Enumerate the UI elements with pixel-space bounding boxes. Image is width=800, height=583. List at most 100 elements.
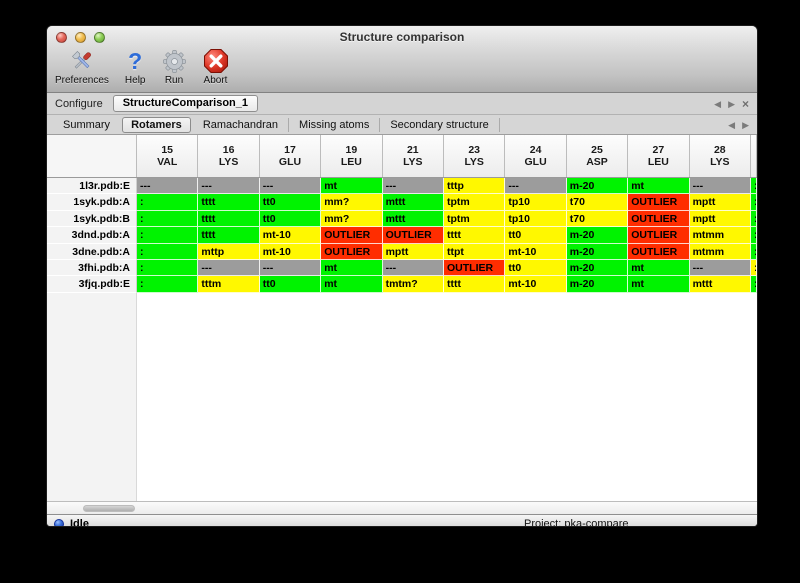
rotamer-cell[interactable]: tttp [444,178,506,195]
rotamer-cell[interactable]: ttpt [444,243,506,260]
rotamer-cell[interactable]: : [137,210,199,228]
rotamer-cell[interactable]: OUTLIER [382,227,444,244]
rotamer-cell[interactable]: tttt [198,194,260,211]
zoom-window-button[interactable] [94,32,105,43]
rotamer-cell[interactable]: tptm [444,194,506,211]
next-task-icon[interactable]: ▶ [728,98,735,109]
rotamer-cell[interactable]: tp10 [505,194,567,211]
next-tab-icon[interactable]: ▶ [742,119,749,130]
row-label-3fhi-pdb-A[interactable]: 3fhi.pdb:A [47,259,137,277]
rotamer-cell[interactable]: mt [628,178,690,195]
rotamer-cell[interactable]: mptt [689,210,751,228]
row-label-3dne-pdb-A[interactable]: 3dne.pdb:A [47,243,137,260]
rotamer-cell[interactable]: tttt [198,210,260,228]
column-header-24[interactable]: 24 GLU [505,135,567,177]
rotamer-cell[interactable]: mttt [382,210,444,228]
tab-secondary-structure[interactable]: Secondary structure [380,117,500,132]
rotamer-cell[interactable]: m-20 [566,243,629,260]
rotamer-cell[interactable]: m-20 [566,178,629,195]
row-label-1syk-pdb-A[interactable]: 1syk.pdb:A [47,194,137,211]
rotamer-cell-overflow[interactable]: : [751,243,757,260]
help-button[interactable]: ? Help [125,48,146,86]
rotamer-cell[interactable]: mt [321,276,383,293]
rotamer-cell[interactable]: m-20 [566,276,629,293]
rotamer-cell[interactable]: : [137,194,199,211]
rotamer-cell[interactable]: OUTLIER [628,210,690,228]
rotamer-cell-overflow[interactable]: : [751,259,757,277]
rotamer-cell[interactable]: --- [382,178,444,195]
rotamer-cell[interactable]: mt [628,259,690,277]
rotamer-cell[interactable]: m-20 [566,259,629,277]
column-header-19[interactable]: 19 LEU [321,135,383,177]
rotamer-cell[interactable]: --- [198,178,260,195]
row-label-1l3r-pdb-E[interactable]: 1l3r.pdb:E [47,178,137,195]
rotamer-cell[interactable]: : [137,227,199,244]
rotamer-cell[interactable]: OUTLIER [628,227,690,244]
rotamer-cell[interactable]: mt-10 [259,227,322,244]
rotamer-cell[interactable]: mptt [382,243,444,260]
rotamer-cell[interactable]: tt0 [505,227,567,244]
column-header-21[interactable]: 21 LYS [382,135,444,177]
row-label-1syk-pdb-B[interactable]: 1syk.pdb:B [47,210,137,228]
rotamer-cell[interactable]: mt-10 [505,243,567,260]
rotamer-cell[interactable]: --- [259,259,322,277]
rotamer-cell[interactable]: tp10 [505,210,567,228]
close-window-button[interactable] [56,32,67,43]
row-label-3dnd-pdb-A[interactable]: 3dnd.pdb:A [47,227,137,244]
column-header-17[interactable]: 17 GLU [259,135,322,177]
rotamer-cell[interactable]: tptm [444,210,506,228]
rotamer-cell[interactable]: t70 [566,210,629,228]
minimize-window-button[interactable] [75,32,86,43]
tab-ramachandran[interactable]: Ramachandran [193,117,290,132]
rotamer-cell[interactable]: tmtm? [382,276,444,293]
rotamer-cell[interactable]: mt [321,259,383,277]
rotamer-cell-overflow[interactable]: : [751,210,757,228]
rotamer-cell[interactable]: mt-10 [505,276,567,293]
rotamer-cell[interactable]: mt [321,178,383,195]
rotamer-cell[interactable]: tt0 [259,276,322,293]
rotamer-cell[interactable]: tt0 [259,210,322,228]
row-label-3fjq-pdb-E[interactable]: 3fjq.pdb:E [47,276,137,293]
rotamer-cell[interactable]: tttt [444,276,506,293]
rotamer-cell[interactable]: --- [505,178,567,195]
column-header-15[interactable]: 15 VAL [137,135,199,177]
column-header-23[interactable]: 23 LYS [444,135,506,177]
column-header-27[interactable]: 27 LEU [628,135,690,177]
prev-task-icon[interactable]: ◀ [714,98,722,109]
rotamer-cell[interactable]: --- [259,178,322,195]
rotamer-cell[interactable]: mt-10 [259,243,322,260]
tab-rotamers[interactable]: Rotamers [122,116,191,133]
titlebar[interactable]: Structure comparison [47,26,757,48]
rotamer-cell[interactable]: OUTLIER [628,243,690,260]
prev-tab-icon[interactable]: ◀ [728,119,736,130]
rotamer-cell[interactable]: t70 [566,194,629,211]
rotamer-cell[interactable]: OUTLIER [321,243,383,260]
rotamer-cell[interactable]: --- [382,259,444,277]
column-header-25[interactable]: 25 ASP [566,135,629,177]
rotamer-cell[interactable]: --- [689,259,751,277]
rotamer-cell[interactable]: tt0 [505,259,567,277]
rotamer-cell[interactable]: OUTLIER [321,227,383,244]
rotamer-cell[interactable]: tttt [198,227,260,244]
horizontal-scrollbar[interactable] [47,501,757,514]
rotamer-cell[interactable]: : [137,276,199,293]
run-button[interactable]: Run [162,48,187,86]
rotamer-cell[interactable]: mtmm [689,243,751,260]
rotamer-cell[interactable]: tttt [444,227,506,244]
rotamer-cell[interactable]: OUTLIER [444,259,506,277]
rotamer-cell[interactable]: OUTLIER [628,194,690,211]
rotamer-cell[interactable]: mttp [198,243,260,260]
column-header-16[interactable]: 16 LYS [198,135,260,177]
rotamer-cell[interactable]: mptt [689,194,751,211]
rotamer-cell[interactable]: mm? [321,210,383,228]
rotamer-cell[interactable]: --- [198,259,260,277]
rotamer-cell-overflow[interactable]: : [751,194,757,211]
rotamer-cell-overflow[interactable]: : [751,227,757,244]
abort-button[interactable]: Abort [203,48,229,86]
rotamer-cell[interactable]: tttm [198,276,260,293]
rotamer-cell[interactable]: mm? [321,194,383,211]
tab-summary[interactable]: Summary [63,118,111,131]
tab-missing-atoms[interactable]: Missing atoms [289,117,381,132]
rotamer-cell[interactable]: mttt [689,276,751,293]
close-task-icon[interactable]: × [741,96,749,111]
